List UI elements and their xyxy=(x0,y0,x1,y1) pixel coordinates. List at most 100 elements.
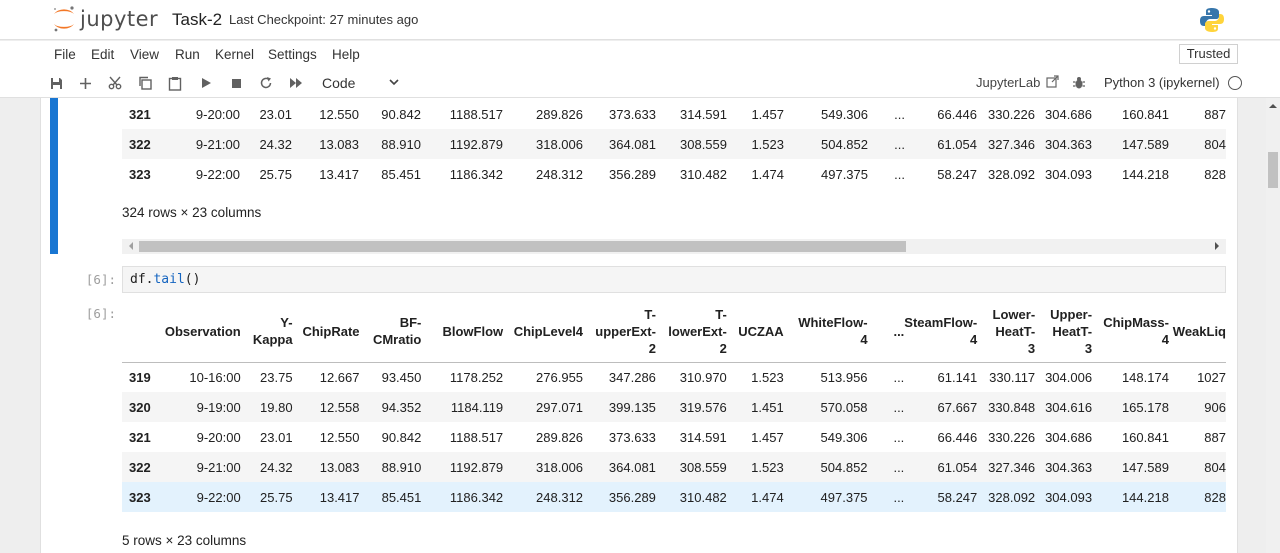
paste-icon[interactable] xyxy=(167,75,183,91)
scroll-left-icon[interactable] xyxy=(128,242,134,250)
debugger-bug-icon[interactable] xyxy=(1071,75,1087,91)
column-header-line: 4 xyxy=(1161,332,1169,348)
table-cell: 887 xyxy=(1204,106,1226,122)
table-cell: 10-16:00 xyxy=(189,369,241,385)
table-cell: 364.081 xyxy=(609,136,656,152)
row-index: 319 xyxy=(129,369,151,385)
menu-kernel[interactable]: Kernel xyxy=(215,47,255,62)
column-header: ... xyxy=(868,301,904,362)
column-header: T-lowerExt- 2 xyxy=(656,301,727,362)
jupyterlab-link[interactable]: JupyterLab xyxy=(976,75,1059,90)
kernel-name[interactable]: Python 3 (ipykernel) xyxy=(1104,75,1220,90)
table-cell: 504.852 xyxy=(820,459,868,475)
table-cell: 9-19:00 xyxy=(196,399,241,415)
table-cell: 1192.879 xyxy=(449,136,503,152)
menu-settings[interactable]: Settings xyxy=(268,47,317,62)
table-cell: 160.841 xyxy=(1121,429,1169,445)
table-cell: 304.006 xyxy=(1045,369,1093,385)
table-cell: 347.286 xyxy=(608,369,656,385)
scrollbar-thumb[interactable] xyxy=(1268,152,1278,188)
table-cell: 906 xyxy=(1204,399,1226,415)
stop-icon[interactable] xyxy=(228,75,244,91)
cell-type-select[interactable]: Code xyxy=(322,75,356,91)
menu-file[interactable]: File xyxy=(54,47,76,62)
table-cell: 304.363 xyxy=(1045,459,1093,475)
table-cell: 318.006 xyxy=(536,136,583,152)
table-cell: 1.523 xyxy=(751,369,784,385)
save-icon[interactable] xyxy=(48,75,64,91)
cut-icon[interactable] xyxy=(107,75,123,91)
column-header: T-upperExt- 2 xyxy=(583,301,656,362)
column-header-line: upperExt- xyxy=(595,323,656,339)
column-header: ChipLevel4 xyxy=(503,301,583,362)
row-index: 323 xyxy=(129,166,151,182)
column-header-line: WhiteFlow- xyxy=(798,315,868,331)
column-header: BlowFlow xyxy=(421,301,503,362)
column-header-line: 3 xyxy=(1084,340,1093,356)
jupyter-logo[interactable]: jupyter xyxy=(52,4,158,34)
column-header: Y- Kappa xyxy=(241,301,293,362)
column-header-line: 3 xyxy=(1027,340,1036,356)
table-cell: 310.970 xyxy=(679,369,727,385)
run-icon[interactable] xyxy=(198,75,214,91)
index-header xyxy=(122,301,165,362)
table-cell: ... xyxy=(893,459,905,475)
menu-help[interactable]: Help xyxy=(332,47,360,62)
vertical-scrollbar[interactable] xyxy=(1266,98,1280,553)
column-header-line: 2 xyxy=(719,340,727,356)
hscroll-thumb[interactable] xyxy=(139,241,906,252)
table-cell: ... xyxy=(893,489,905,505)
table-cell: 570.058 xyxy=(820,399,868,415)
restart-icon[interactable] xyxy=(258,75,274,91)
table-cell: 12.550 xyxy=(319,106,359,122)
table-cell: 330.848 xyxy=(988,399,1036,415)
table-cell: 1027 xyxy=(1197,369,1226,385)
table-cell: 356.289 xyxy=(609,166,656,182)
row-index: 322 xyxy=(129,459,151,475)
table-cell: 1186.342 xyxy=(449,489,504,505)
add-cell-icon[interactable] xyxy=(77,75,93,91)
last-checkpoint: Last Checkpoint: 27 minutes ago xyxy=(229,12,419,27)
table-cell: 1178.252 xyxy=(449,369,504,385)
table-cell: 13.417 xyxy=(319,489,360,505)
chevron-down-icon[interactable] xyxy=(388,76,400,91)
column-header-line: 2 xyxy=(648,340,656,356)
row-index: 323 xyxy=(129,489,151,505)
table-cell: 549.306 xyxy=(820,429,868,445)
copy-icon[interactable] xyxy=(137,75,153,91)
column-header-line: UCZAA xyxy=(738,323,784,339)
table-cell: 504.852 xyxy=(821,136,868,152)
menu-run[interactable]: Run xyxy=(175,47,200,62)
table-cell: 304.616 xyxy=(1045,399,1093,415)
column-header-line: lowerExt- xyxy=(668,323,727,339)
table-cell: 88.910 xyxy=(381,459,422,475)
output-dataframe-table: Observation Y- Kappa ChipRate BF- CMratio Blow… xyxy=(122,301,1226,512)
table-cell: 497.375 xyxy=(821,166,868,182)
notebook-title[interactable]: Task-2 xyxy=(172,10,223,29)
table-cell: 328.092 xyxy=(988,489,1036,505)
code-variable: df xyxy=(130,272,146,287)
table-cell: 9-21:00 xyxy=(195,136,240,152)
column-header-line: Kappa xyxy=(252,332,293,348)
scroll-right-icon[interactable] xyxy=(1214,242,1220,250)
table-row: 322 9-21:00 24.32 13.083 88.910 1192.879 318.0… xyxy=(122,452,1226,482)
table-cell: 66.446 xyxy=(937,429,978,445)
table-cell: 1.457 xyxy=(751,106,784,122)
external-link-icon xyxy=(1046,75,1059,88)
table-cell: 304.363 xyxy=(1045,136,1092,152)
menu-edit[interactable]: Edit xyxy=(91,47,115,62)
table-cell: 58.247 xyxy=(937,166,977,182)
row-index: 320 xyxy=(129,399,151,415)
trusted-button[interactable]: Trusted xyxy=(1179,44,1238,64)
table-cell: 85.451 xyxy=(381,166,421,182)
table-cell: 12.558 xyxy=(319,399,360,415)
table-row: 319 10-16:00 23.75 12.667 93.450 1178.252 276.… xyxy=(122,362,1226,392)
code-cell-editor[interactable]: df.tail() xyxy=(122,266,1226,293)
scroll-up-icon[interactable] xyxy=(1269,102,1277,110)
menu-view[interactable]: View xyxy=(130,47,160,62)
fast-forward-icon[interactable] xyxy=(288,75,304,91)
table-cell: 327.346 xyxy=(988,459,1036,475)
table-cell: ... xyxy=(894,166,905,182)
horizontal-scrollbar[interactable] xyxy=(122,239,1226,254)
table-cell: ... xyxy=(894,136,905,152)
